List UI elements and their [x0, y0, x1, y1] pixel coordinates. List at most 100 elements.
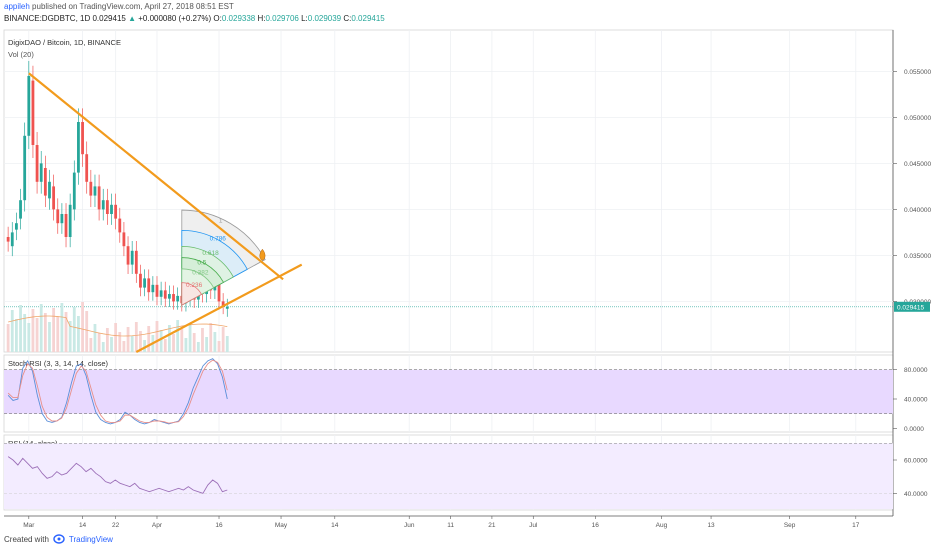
candle-body	[134, 250, 138, 274]
x-tick-label: Sep	[784, 522, 796, 529]
tradingview-logo-icon	[53, 534, 65, 544]
volume-bar	[201, 328, 204, 352]
candle-body	[147, 278, 151, 293]
change-value: +0.000080 (+0.27%)	[138, 14, 212, 23]
x-tick-label: 16	[215, 522, 223, 529]
candle-body	[172, 294, 175, 302]
volume-bar	[72, 307, 76, 352]
volume-bar	[60, 303, 64, 352]
volume-bar	[101, 342, 105, 352]
volume-bar	[155, 321, 159, 352]
volume-bar	[172, 334, 175, 352]
volume-bar	[81, 302, 84, 352]
y-tick-label: 60.0000	[904, 458, 928, 465]
price-axis: 0.055000 0.050000 0.045000 0.040000 0.035000…	[893, 69, 931, 312]
volume-bar	[122, 341, 126, 352]
volume-bar	[19, 305, 22, 352]
y-tick-label: 40.0000	[904, 397, 928, 404]
volume-bar	[52, 308, 56, 352]
high-label: H:	[257, 14, 266, 23]
stoch-title: Stoch RSI (3, 3, 14, 14, close)	[8, 359, 109, 368]
volume-bar	[118, 332, 122, 352]
x-tick-label: 11	[447, 522, 454, 529]
flame-icon	[259, 248, 266, 261]
symbol-label: BINANCE:DGDBTC, 1D	[4, 14, 91, 23]
volume-bar	[130, 336, 134, 352]
candle-body	[89, 181, 93, 196]
candle-body	[225, 306, 229, 309]
volume-bar	[85, 311, 89, 352]
close-label: C:	[343, 14, 352, 23]
fib-arc	[181, 282, 203, 306]
volume-bar	[163, 339, 167, 352]
volume-bar	[110, 337, 113, 352]
volume-bar	[205, 337, 209, 352]
trendlines	[28, 72, 303, 353]
volume-bar	[15, 319, 18, 352]
rsi-line	[7, 456, 228, 494]
candles	[6, 60, 229, 317]
last-price-label: 0.029415	[897, 304, 924, 311]
price-chart-title: DigixDAO / Bitcoin, 1D, BINANCE	[8, 38, 121, 47]
stoch-rsi-pane: Stoch RSI (3, 3, 14, 14, close) 80.0000 4…	[4, 358, 928, 433]
volume-bar	[159, 330, 163, 352]
created-with-label: Created with	[4, 534, 49, 544]
candle-body	[72, 172, 76, 210]
stoch-band	[4, 369, 893, 414]
last-price-value: 0.029415	[92, 14, 126, 23]
volume-bar	[39, 304, 43, 352]
volume-bar	[139, 331, 142, 352]
candle-body	[167, 294, 171, 299]
volume-bar	[192, 333, 196, 352]
price-pane: DigixDAO / Bitcoin, 1D, BINANCE Vol (20)…	[6, 38, 931, 353]
time-axis: Mar 14 22 Apr 16 May 14 Jun 11 21 Jul 16 Aug 13 Sep 17	[4, 515, 893, 529]
volume-bar	[27, 323, 31, 352]
candle-body	[139, 273, 142, 288]
candle-body	[217, 278, 221, 302]
volume-bar	[225, 336, 229, 352]
candle-body	[130, 250, 134, 265]
x-tick-label: Jun	[404, 522, 415, 529]
candle-body	[163, 290, 167, 299]
volume-bar	[6, 324, 10, 352]
volume-bar	[35, 318, 39, 352]
y-tick-label: 0.050000	[904, 115, 931, 122]
candle-body	[31, 80, 35, 145]
stoch-line	[7, 358, 228, 425]
candle-body	[110, 204, 113, 214]
volume-bar	[209, 323, 213, 352]
published-text: published on TradingView.com, April 27, …	[32, 2, 234, 11]
candle-body	[43, 168, 47, 196]
tradingview-brand[interactable]: TradingView	[68, 534, 113, 544]
low-value: 0.029039	[307, 14, 342, 23]
descending-trendline	[28, 72, 284, 281]
candle-body	[159, 290, 163, 297]
fib-label: 0.5	[197, 260, 206, 267]
low-label: L:	[301, 14, 308, 23]
y-tick-label: 80.0000	[904, 367, 928, 374]
x-tick-label: 22	[112, 522, 120, 529]
volume-ma-line	[8, 315, 228, 337]
candle-body	[176, 295, 180, 302]
volume-bar	[68, 321, 72, 352]
x-tick-label: 17	[852, 522, 860, 529]
x-tick-label: 16	[592, 522, 600, 529]
rsi-axis: 60.0000 40.0000	[893, 458, 928, 498]
candle-body	[143, 278, 146, 288]
candle-body	[85, 154, 89, 182]
publisher-link[interactable]: appileh	[4, 2, 30, 11]
volume-bar	[126, 327, 130, 352]
fib-label: 0.236	[186, 282, 203, 289]
volume-bar	[10, 310, 14, 352]
candle-body	[155, 284, 159, 297]
fib-label: 0.786	[210, 236, 227, 243]
stoch-line	[7, 359, 228, 424]
candle-body	[35, 145, 39, 182]
open-label: O:	[213, 14, 222, 23]
footer: Created with TradingView	[4, 534, 113, 544]
volume-bar	[221, 327, 225, 352]
x-tick-label: May	[275, 522, 288, 529]
candle-body	[81, 122, 84, 155]
candle-body	[97, 186, 101, 210]
